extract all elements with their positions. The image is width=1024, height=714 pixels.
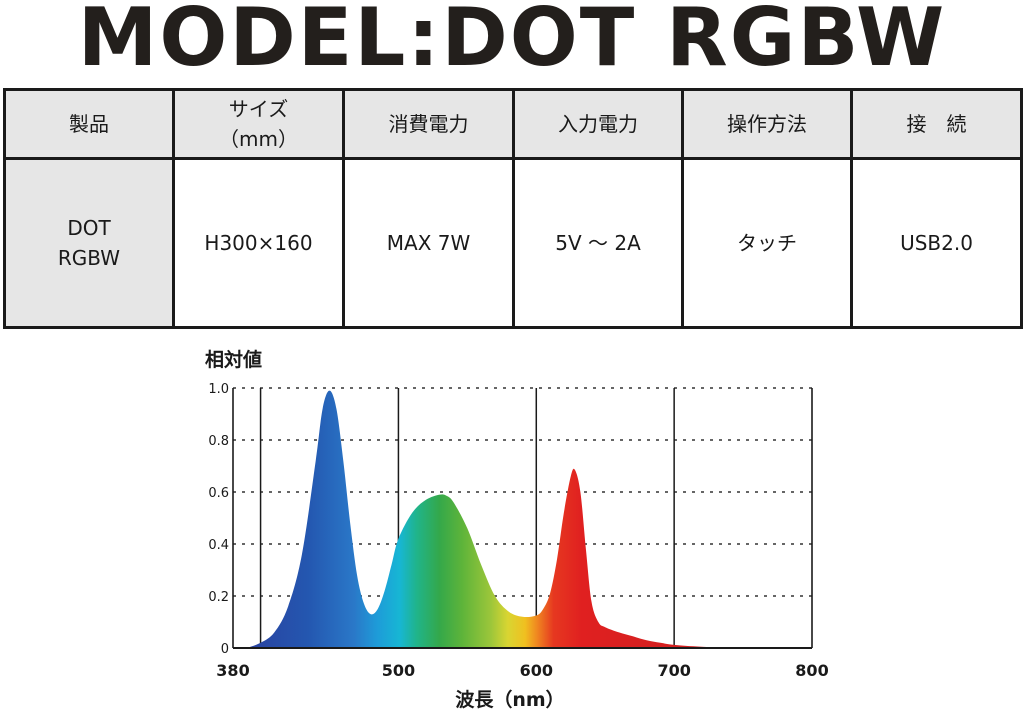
spec-value-row: DOT RGBW H300×160 MAX 7W 5V ～ 2A タッチ USB…	[3, 157, 1023, 329]
value-size: H300×160	[172, 157, 345, 329]
x-axis-label: 波長（nm）	[455, 688, 564, 711]
y-axis-label: 相対値	[205, 348, 262, 371]
spec-table: 製品 サイズ （mm） 消費電力 入力電力 操作方法 接 続 DOT RGBW …	[3, 88, 1023, 329]
spectrum-area	[246, 390, 744, 648]
y-tick-label: 0.6	[208, 486, 229, 501]
horizontal-gridlines	[233, 387, 812, 597]
value-product: DOT RGBW	[3, 157, 175, 329]
header-operation: 操作方法	[681, 88, 853, 160]
x-tick-label: 800	[795, 661, 828, 680]
value-operation: タッチ	[681, 157, 853, 329]
x-tick-label: 600	[520, 661, 553, 680]
y-tick-label: 1.0	[208, 382, 229, 397]
x-tick-label: 700	[657, 661, 690, 680]
y-tick-label: 0	[221, 642, 229, 657]
x-tick-label: 380	[216, 661, 249, 680]
y-tick-label: 0.2	[208, 590, 229, 605]
x-tick-labels: 380 500 600 700 800	[216, 661, 828, 680]
y-tick-label: 0.4	[208, 538, 229, 553]
y-tick-label: 0.8	[208, 434, 229, 449]
header-connection: 接 続	[850, 88, 1023, 160]
header-product: 製品	[3, 88, 175, 160]
spec-header-row: 製品 サイズ （mm） 消費電力 入力電力 操作方法 接 続	[3, 88, 1023, 160]
y-tick-labels: 1.0 0.8 0.6 0.4 0.2 0	[208, 382, 229, 657]
value-power-consumption: MAX 7W	[342, 157, 515, 329]
value-connection: USB2.0	[850, 157, 1023, 329]
page-title: MODEL:DOT RGBW	[77, 0, 947, 84]
header-input-power: 入力電力	[512, 88, 684, 160]
chart-axes	[232, 388, 813, 649]
header-power-consumption: 消費電力	[342, 88, 515, 160]
x-tick-label: 500	[382, 661, 415, 680]
header-size: サイズ （mm）	[172, 88, 345, 160]
value-input-power: 5V ～ 2A	[512, 157, 684, 329]
